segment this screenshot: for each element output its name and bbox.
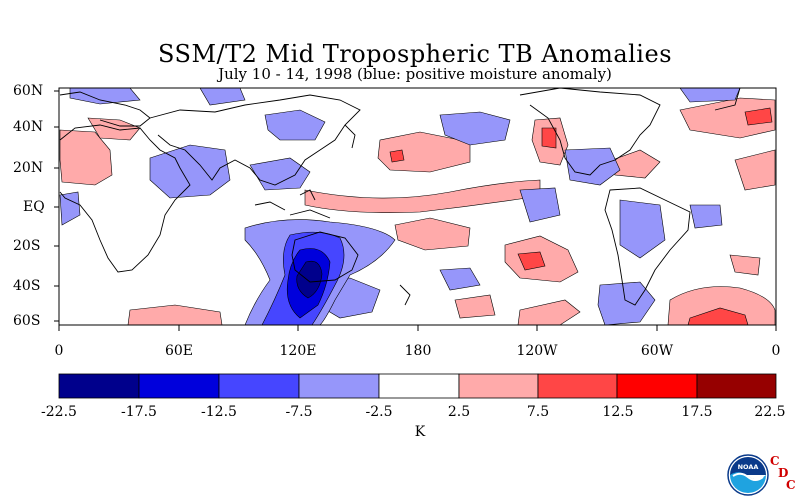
axis-ticks [54,90,777,331]
lat-label: 60N [13,83,44,99]
anomaly-patch [519,187,561,223]
europe-outline [59,91,151,127]
anomaly-patch [127,304,223,326]
svg-text:NOAA: NOAA [738,463,759,471]
colorbar-tick-label: -22.5 [41,404,77,420]
anomaly-patch [304,179,541,213]
anomaly-core [296,260,323,299]
anomaly-patch [439,111,511,146]
anomaly-patch [69,87,141,105]
japan-outline [344,124,356,149]
anomaly-patch [667,286,776,326]
anomaly-patch [439,267,481,291]
colorbar-swatch [378,373,460,399]
colorbar-swatch [218,373,300,399]
cdc-logo: C D C [770,452,798,496]
anomaly-patch [249,157,311,191]
colorbar-tick-label: 7.5 [526,404,550,420]
colorbar-tick-label: -17.5 [121,404,157,420]
anomaly-core [541,127,557,149]
colorbar-swatch [458,373,539,399]
lon-label: 0 [771,343,781,359]
lon-label: 60E [164,343,194,359]
colorbar-tick-label: -7.5 [285,404,313,420]
anomaly-patch [734,149,776,191]
colorbar-swatch [616,373,698,399]
continent-outlines [59,87,741,306]
anomaly-patch [611,149,661,179]
colorbar-tick-label: -12.5 [201,404,237,420]
colorbar-swatch [537,373,618,399]
anomaly-patch [59,129,113,186]
anomaly-patch [679,87,741,103]
samerica-outline [604,187,691,306]
colorbar-tick-label: 22.5 [754,404,786,420]
asia-outline [149,94,361,186]
anomaly-patch [597,281,656,326]
anomaly-patch [729,254,761,276]
africa-outline [59,124,191,273]
figure-title: SSM/T2 Mid Tropospheric TB Anomalies [157,40,673,68]
anomaly-contours [59,87,776,326]
anomaly-core [517,251,546,271]
cdc-letter: C [786,478,796,492]
lon-label: 120W [516,343,558,359]
australia-outline [291,231,359,283]
lat-label: 60S [13,313,41,329]
colorbar-swatch [58,373,140,399]
colorbar-tick-label: -2.5 [365,404,393,420]
colorbar-tick-label: 17.5 [681,404,713,420]
lat-label: 40N [13,119,44,135]
lon-label: 0 [54,343,64,359]
colorbar-unit: K [414,424,426,440]
anomaly-patch [564,147,621,186]
lat-label: EQ [23,199,45,215]
namerica-outline [519,87,661,176]
colorbar [58,373,777,399]
anomaly-patch [264,109,326,141]
anomaly-core [389,149,405,163]
colorbar-swatch [298,373,380,399]
figure-subtitle: July 10 - 14, 1998 (blue: positive moist… [218,65,612,83]
colorbar-swatch [696,373,777,399]
anomaly-patch [199,87,246,106]
anomaly-patch [377,131,471,173]
colorbar-tick-label: 2.5 [447,404,471,420]
anomaly-patch [517,299,581,326]
anomaly-patch [454,294,496,319]
newzealand-outline [399,284,411,306]
anomaly-patch [87,117,141,141]
anomaly-patch [689,204,723,229]
noaa-logo-icon: NOAA [727,454,769,496]
colorbar-tick-label: 12.5 [602,404,634,420]
islands-outline [254,189,331,219]
anomaly-patch [679,97,776,139]
lon-label: 60W [640,343,674,359]
anomaly-patch [394,217,471,251]
anomaly-core [744,107,773,126]
anomaly-core [687,307,749,326]
lon-label: 180 [404,343,432,359]
cdc-letter: D [778,466,789,480]
anomaly-patch [59,191,81,226]
cdc-letter: C [770,454,780,468]
lat-label: 40S [13,278,41,294]
anomaly-patch [149,144,231,199]
colorbar-swatch [138,373,220,399]
lat-label: 20S [13,238,41,254]
lon-label: 120E [279,343,317,359]
anomaly-patch [619,199,666,259]
lat-label: 20N [13,160,44,176]
